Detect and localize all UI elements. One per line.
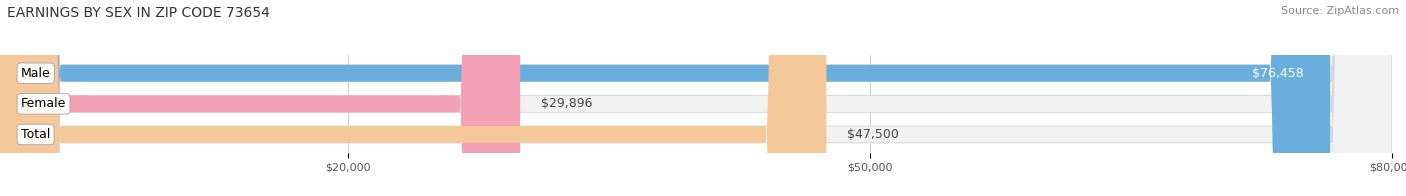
Text: Source: ZipAtlas.com: Source: ZipAtlas.com [1281, 6, 1399, 16]
Text: $76,458: $76,458 [1253, 67, 1305, 80]
FancyBboxPatch shape [0, 0, 520, 196]
Text: EARNINGS BY SEX IN ZIP CODE 73654: EARNINGS BY SEX IN ZIP CODE 73654 [7, 6, 270, 20]
Text: Total: Total [21, 128, 51, 141]
FancyBboxPatch shape [0, 0, 1330, 196]
Text: Male: Male [21, 67, 51, 80]
FancyBboxPatch shape [0, 0, 827, 196]
Text: Female: Female [21, 97, 66, 110]
Text: $29,896: $29,896 [541, 97, 592, 110]
Text: $47,500: $47,500 [848, 128, 900, 141]
